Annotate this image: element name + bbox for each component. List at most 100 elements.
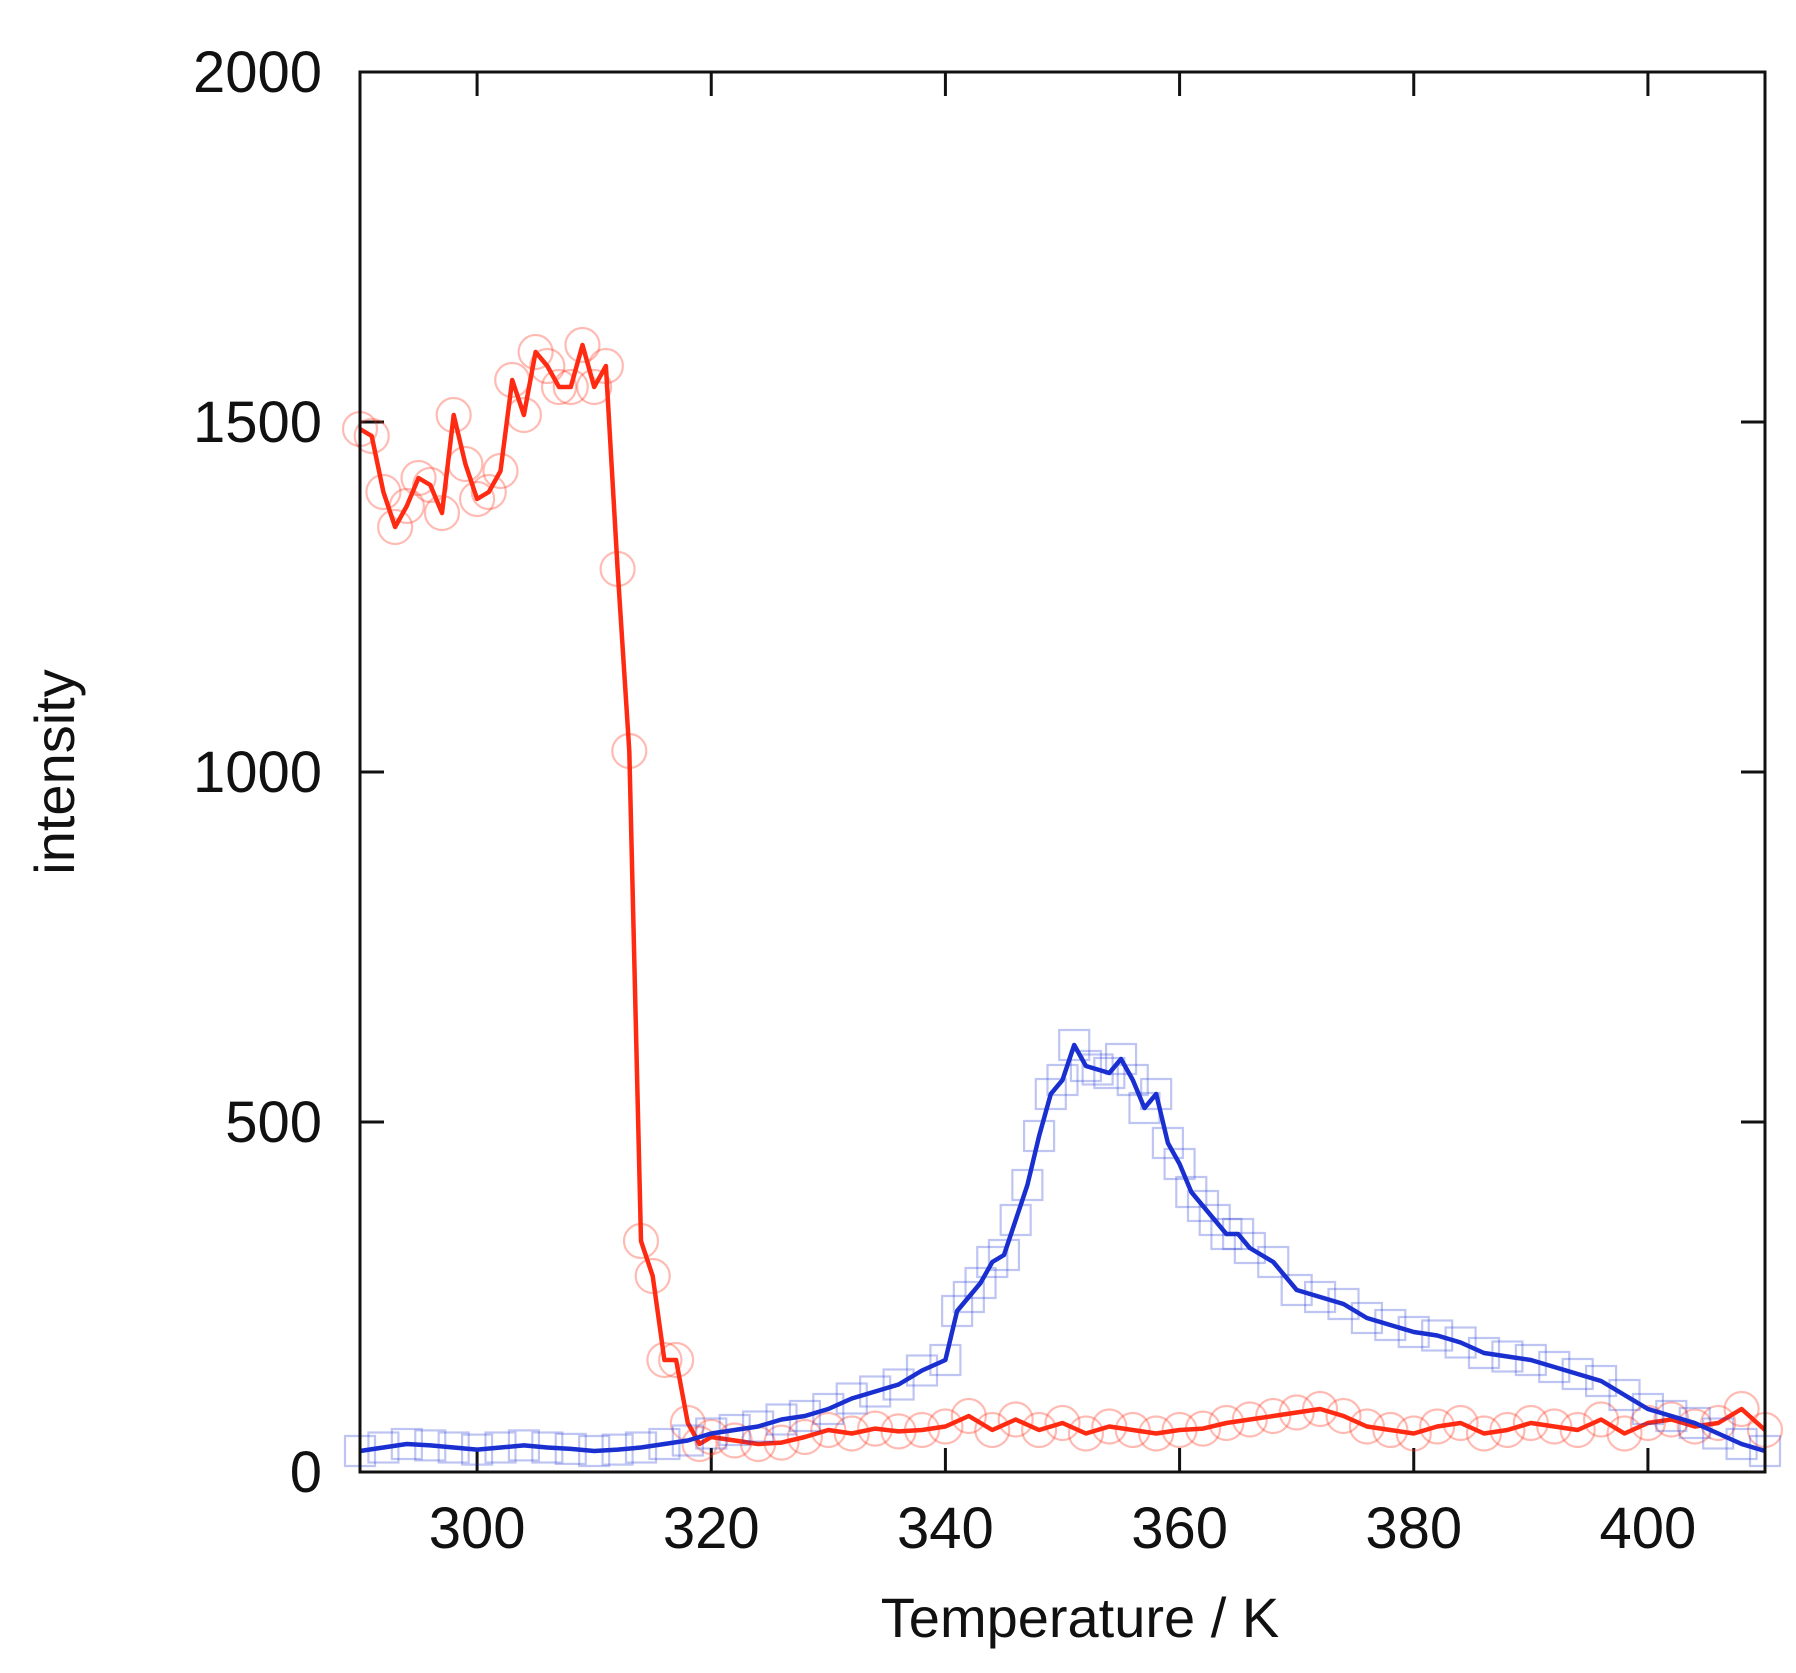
series-0-point-70 [1629, 1404, 1667, 1442]
series-0-point-34 [786, 1418, 824, 1456]
series-0-point-3 [377, 508, 414, 546]
x-tick-labels: 300 320 340 360 380 400 [429, 1496, 1697, 1561]
series-1-point-66 [1584, 1364, 1618, 1398]
series-1-point-67 [1608, 1378, 1641, 1412]
series-0-point-69 [1606, 1415, 1643, 1452]
x-tick-label-5: 400 [1600, 1496, 1697, 1561]
series-0-point-42 [974, 1411, 1011, 1449]
series-0-point-25 [634, 1257, 671, 1295]
series-1-point-31 [999, 1203, 1032, 1237]
series-1-point-68 [1631, 1392, 1665, 1426]
series-0-point-44 [1020, 1411, 1058, 1449]
series-0-point-31 [716, 1422, 753, 1459]
series-1-point-47 [1186, 1189, 1220, 1223]
series-1-point-60 [1444, 1326, 1477, 1359]
series-0-point-27 [658, 1341, 695, 1379]
series-0-point-35 [810, 1411, 847, 1449]
series-0-point-68 [1582, 1401, 1620, 1438]
series-1-point-48 [1198, 1203, 1231, 1237]
series-1-point-41 [1116, 1063, 1149, 1097]
series-0-point-64 [1489, 1411, 1526, 1449]
y-tick-label-1: 500 [225, 1090, 322, 1155]
series-0-point-54 [1255, 1397, 1292, 1435]
series-1-point-20 [812, 1392, 845, 1426]
series-1-point-57 [1374, 1308, 1407, 1342]
series-1-point-33 [1022, 1119, 1056, 1153]
series-0-point-52 [1208, 1404, 1245, 1442]
x-tick-label-1: 320 [663, 1496, 760, 1561]
axis-ticks [360, 70, 1765, 1474]
series-0-point-47 [1091, 1408, 1128, 1445]
series-1-point-23 [882, 1368, 915, 1401]
plot-frame [358, 70, 1767, 1474]
series-1-point-26 [941, 1294, 974, 1328]
series-1-point-35 [1046, 1063, 1079, 1097]
series-1-markers [343, 1028, 1782, 1468]
series-0-point-56 [1301, 1390, 1339, 1428]
x-tick-label-2: 340 [897, 1496, 994, 1561]
series-1-point-46 [1175, 1175, 1208, 1209]
series-0-point-59 [1372, 1411, 1409, 1449]
series-0-point-67 [1559, 1411, 1596, 1449]
series-0-point-66 [1536, 1408, 1573, 1445]
y-tick-label-2: 1000 [193, 740, 322, 805]
series-0-point-73 [1700, 1404, 1737, 1442]
x-tick-label-4: 380 [1365, 1496, 1462, 1561]
series-0-point-62 [1442, 1404, 1479, 1442]
series-0-point-49 [1138, 1415, 1175, 1452]
series-0-point-10 [458, 480, 496, 518]
series-0-point-16 [529, 347, 566, 385]
series-0-point-72 [1676, 1408, 1713, 1445]
series-1-point-28 [964, 1266, 997, 1300]
plot-series [341, 326, 1784, 1468]
series-0-point-48 [1114, 1411, 1151, 1449]
series-1-point-27 [952, 1280, 985, 1314]
series-1-point-53 [1280, 1273, 1313, 1307]
series-0-point-58 [1348, 1408, 1386, 1445]
series-1 [343, 1028, 1782, 1468]
x-tick-label-3: 360 [1131, 1496, 1228, 1561]
series-0-point-53 [1231, 1401, 1268, 1438]
x-axis-title: Temperature / K [881, 1586, 1279, 1649]
x-tick-label-0: 300 [429, 1496, 526, 1561]
series-1-point-72 [1725, 1427, 1758, 1461]
series-0-point-29 [681, 1425, 718, 1463]
series-1-point-21 [835, 1382, 868, 1415]
series-0-point-65 [1512, 1404, 1549, 1442]
series-0-point-19 [564, 326, 601, 364]
series-1-point-36 [1058, 1028, 1091, 1062]
series-1-point-25 [929, 1343, 962, 1377]
series-0-point-60 [1395, 1415, 1432, 1452]
y-tick-labels: 0 500 1000 1500 2000 [193, 40, 322, 1505]
series-1-point-55 [1327, 1287, 1360, 1321]
series-0-point-63 [1465, 1415, 1503, 1452]
series-0-point-26 [646, 1341, 683, 1379]
series-1-point-22 [859, 1375, 892, 1408]
series-1-point-70 [1678, 1406, 1711, 1440]
series-1-point-34 [1034, 1077, 1067, 1111]
series-1-point-24 [905, 1354, 939, 1387]
series-1-point-64 [1538, 1350, 1571, 1384]
series-0-point-18 [552, 368, 589, 406]
series-1-point-45 [1163, 1147, 1196, 1181]
series-0-point-11 [470, 473, 507, 511]
series-0-point-41 [950, 1397, 987, 1435]
series-1-point-71 [1702, 1417, 1735, 1450]
series-1-point-37 [1069, 1049, 1103, 1083]
series-0-point-45 [1044, 1404, 1081, 1442]
series-1-point-50 [1222, 1217, 1255, 1251]
series-0-point-36 [833, 1415, 870, 1452]
series-0-point-40 [927, 1408, 964, 1445]
series-1-point-30 [987, 1238, 1021, 1272]
series-0-point-74 [1723, 1390, 1760, 1428]
series-0-point-43 [997, 1401, 1034, 1438]
y-tick-label-0: 0 [290, 1440, 322, 1505]
series-1-point-44 [1151, 1126, 1184, 1160]
series-0-point-17 [540, 368, 578, 406]
series-1-point-69 [1655, 1399, 1688, 1433]
series-0-line [358, 342, 1767, 1447]
series-0-point-2 [365, 473, 402, 511]
series-1-point-52 [1257, 1245, 1290, 1279]
series-1-point-49 [1210, 1217, 1243, 1251]
